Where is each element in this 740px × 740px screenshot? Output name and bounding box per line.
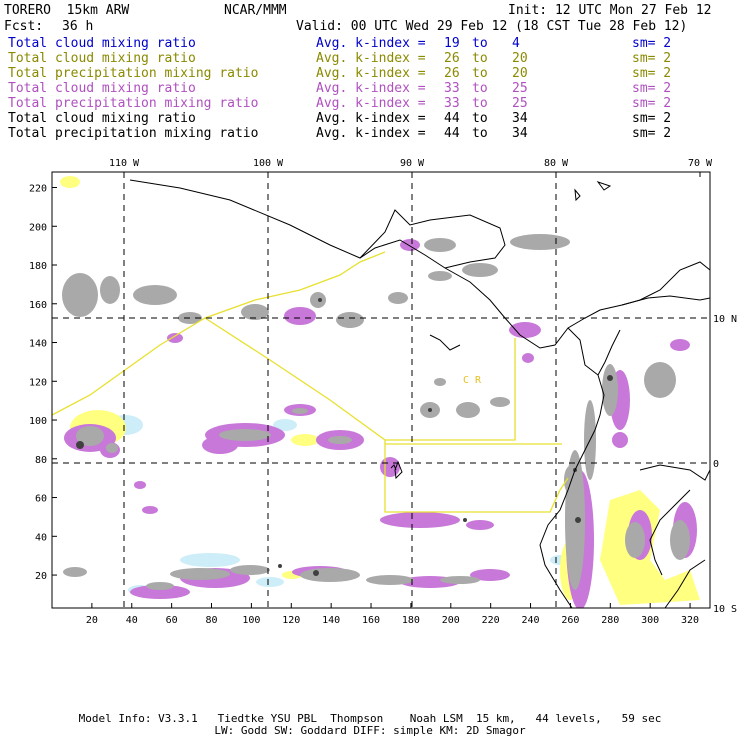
legend-field: Total cloud mixing ratio: [8, 36, 196, 51]
legend-smoothing: sm= 2: [632, 111, 672, 126]
legend-field: Total precipitation mixing ratio: [8, 96, 259, 111]
legend-smoothing: sm= 2: [632, 81, 672, 96]
legend-k-low: 20: [512, 66, 528, 81]
legend-to: to: [472, 126, 488, 141]
latitude-label: 10 S: [713, 604, 737, 615]
longitude-label: 70 W: [688, 158, 713, 169]
legend-k-high: 33: [444, 81, 460, 96]
init-time: Init: 12 UTC Mon 27 Feb 12: [508, 3, 712, 18]
x-tick-label: 80: [205, 615, 217, 626]
region-label: C R: [463, 375, 482, 386]
legend-k-low: 4: [512, 36, 520, 51]
legend-k-low: 25: [512, 96, 528, 111]
model-title: TORERO 15km ARW: [4, 3, 130, 18]
legend-field: Total cloud mixing ratio: [8, 51, 196, 66]
longitude-label: 90 W: [400, 158, 425, 169]
model-info-line1: Model Info: V3.3.1 Tiedtke YSU PBL Thomp…: [78, 712, 662, 725]
center-name: NCAR/MMM: [224, 3, 287, 18]
legend-to: to: [472, 81, 488, 96]
y-tick-label: 180: [29, 261, 47, 272]
legend-smoothing: sm= 2: [632, 36, 672, 51]
x-tick-label: 120: [282, 615, 300, 626]
x-tick-label: 40: [126, 615, 138, 626]
x-tick-label: 160: [362, 615, 380, 626]
legend-field: Total cloud mixing ratio: [8, 111, 196, 126]
legend-kindex-label: Avg. k-index =: [316, 51, 426, 66]
legend-kindex-label: Avg. k-index =: [316, 111, 426, 126]
forecast-hours: 36 h: [62, 19, 94, 34]
longitude-labels: 110 W 100 W 90 W 80 W 70 W: [109, 158, 713, 177]
legend-field: Total cloud mixing ratio: [8, 81, 196, 96]
x-tick-label: 280: [601, 615, 619, 626]
plot-area: [52, 172, 710, 608]
longitude-label: 110 W: [109, 158, 140, 169]
legend-k-low: 20: [512, 51, 528, 66]
x-tick-label: 200: [442, 615, 460, 626]
legend-k-low: 34: [512, 111, 528, 126]
legend-to: to: [472, 96, 488, 111]
legend-to: to: [472, 51, 488, 66]
longitude-label: 80 W: [544, 158, 569, 169]
x-tick-label: 240: [522, 615, 540, 626]
y-tick-label: 200: [29, 222, 47, 233]
longitude-label: 100 W: [253, 158, 284, 169]
legend-smoothing: sm= 2: [632, 51, 672, 66]
y-axis-ticks: 20 40 60 80 100 120 140 160 180 200 220: [29, 184, 57, 582]
lat-lon-grid: [52, 172, 710, 608]
y-tick-label: 120: [29, 377, 47, 388]
dark-core-layer: [76, 298, 613, 576]
legend-k-high: 33: [444, 96, 460, 111]
legend-field: Total precipitation mixing ratio: [8, 66, 259, 81]
x-tick-label: 100: [242, 615, 260, 626]
latitude-label: 10 N: [713, 314, 737, 325]
legend-to: to: [472, 66, 488, 81]
x-tick-label: 140: [322, 615, 340, 626]
legend-k-low: 34: [512, 126, 528, 141]
y-tick-label: 40: [35, 532, 47, 543]
legend-smoothing: sm= 2: [632, 66, 672, 81]
plot-frame: [51, 171, 711, 609]
legend-kindex-label: Avg. k-index =: [316, 126, 426, 141]
forecast-label: Fcst:: [4, 19, 44, 34]
legend-k-high: 26: [444, 66, 460, 81]
legend-field: Total precipitation mixing ratio: [8, 126, 259, 141]
legend-to: to: [472, 36, 488, 51]
x-tick-label: 320: [681, 615, 699, 626]
maritime-boundaries: [52, 251, 569, 513]
legend-k-high: 26: [444, 51, 460, 66]
legend-kindex-label: Avg. k-index =: [316, 36, 426, 51]
valid-time: Valid: 00 UTC Wed 29 Feb 12 (18 CST Tue …: [296, 19, 688, 34]
legend-kindex-label: Avg. k-index =: [316, 81, 426, 96]
x-tick-label: 180: [402, 615, 420, 626]
legend-k-low: 25: [512, 81, 528, 96]
legend-k-high: 44: [444, 126, 460, 141]
y-tick-label: 100: [29, 416, 47, 427]
latitude-labels: 10 N 0 10 S: [713, 314, 737, 615]
x-tick-label: 60: [166, 615, 178, 626]
legend-kindex-label: Avg. k-index =: [316, 66, 426, 81]
legend-smoothing: sm= 2: [632, 96, 672, 111]
latitude-label: 0: [713, 459, 719, 470]
legend-k-high: 19: [444, 36, 460, 51]
coastlines: [129, 179, 710, 608]
y-tick-label: 80: [35, 455, 47, 466]
legend-kindex-label: Avg. k-index =: [316, 96, 426, 111]
x-tick-label: 300: [641, 615, 659, 626]
y-tick-label: 220: [29, 184, 47, 195]
y-tick-label: 20: [35, 571, 47, 582]
legend-k-high: 44: [444, 111, 460, 126]
y-tick-label: 60: [35, 494, 47, 505]
x-tick-label: 220: [482, 615, 500, 626]
model-info-line2: LW: Godd SW: Goddard DIFF: simple KM: 2D…: [214, 724, 526, 737]
x-axis-ticks: 20 40 60 80 100 120 140 160 180 200 220 240 260 280 30…: [86, 603, 699, 626]
x-tick-label: 20: [86, 615, 98, 626]
x-tick-label: 260: [561, 615, 579, 626]
legend-to: to: [472, 111, 488, 126]
legend-smoothing: sm= 2: [632, 126, 672, 141]
y-tick-label: 140: [29, 339, 47, 350]
y-tick-label: 160: [29, 300, 47, 311]
